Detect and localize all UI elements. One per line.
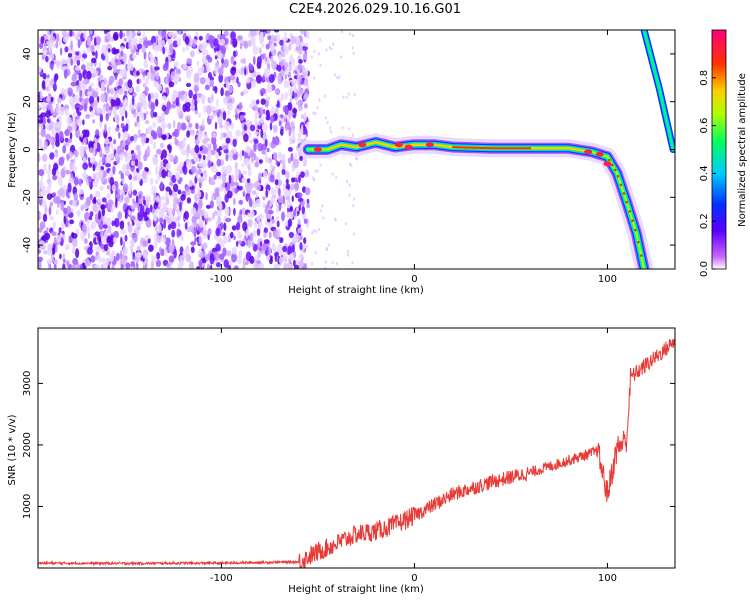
colorbar-tick-label: 0.8 — [699, 70, 710, 86]
spectrogram-y-tick-label: 20 — [22, 95, 33, 108]
spectrogram-xlabel: Height of straight line (km) — [288, 285, 424, 296]
spectrogram-x-tick-label: 0 — [411, 274, 417, 285]
colorbar-tick-label: 0.4 — [699, 165, 710, 181]
figure-title: C2E4.2026.029.10.16.G01 — [288, 2, 462, 17]
snr-y-tick-label: 2000 — [22, 432, 33, 457]
spectrogram-y-tick-label: 40 — [22, 48, 33, 61]
colorbar-gradient — [711, 29, 727, 270]
aliased-trace — [640, 30, 675, 153]
snr-y-tick-label: 1000 — [22, 494, 33, 519]
colorbar: 0.0 0.2 0.4 0.6 0.8 Normalized spectral ampl… — [699, 29, 748, 277]
snr-y-tick-label: 3000 — [22, 371, 33, 396]
snr-xlabel: Height of straight line (km) — [288, 584, 424, 595]
colorbar-ticks: 0.0 0.2 0.4 0.6 0.8 — [699, 70, 716, 277]
colorbar-label: Normalized spectral amplitude — [737, 73, 748, 227]
snr-series-line — [38, 338, 675, 568]
colorbar-tick-label: 0.6 — [699, 118, 710, 134]
spectrogram-x-tick-label: -100 — [210, 274, 233, 285]
snr-frame — [38, 328, 675, 568]
noise-region — [38, 30, 359, 269]
spectrogram-y-ticks: -40 -20 0 20 40 — [22, 48, 675, 253]
colorbar-tick-label: 0.0 — [699, 261, 710, 277]
spectrogram-ylabel: Frequency (Hz) — [7, 112, 18, 188]
spectrogram-image — [38, 30, 675, 269]
snr-ylabel: SNR (10 * v/v) — [7, 414, 18, 485]
snr-x-tick-label: 100 — [598, 573, 617, 584]
spectrogram-panel: -100 0 100 -40 -20 0 20 40 Height of straight … — [7, 29, 676, 296]
snr-x-tick-label: 0 — [411, 573, 417, 584]
snr-plot-area — [38, 338, 675, 568]
colorbar-tick-label: 0.2 — [699, 213, 710, 229]
spectrogram-y-tick-label: -40 — [22, 237, 33, 253]
snr-y-ticks: 1000 2000 3000 — [22, 371, 675, 519]
snr-x-ticks: -100 0 100 — [210, 328, 617, 584]
spectrogram-x-ticks: -100 0 100 — [210, 30, 617, 285]
spectrogram-y-tick-label: -20 — [22, 189, 33, 205]
spectrogram-y-tick-label: 0 — [22, 146, 33, 152]
snr-x-tick-label: -100 — [210, 573, 233, 584]
spectrogram-x-tick-label: 100 — [598, 274, 617, 285]
carrier-trace — [299, 133, 654, 269]
snr-panel: -100 0 100 1000 2000 3000 Height of straight… — [7, 327, 676, 595]
